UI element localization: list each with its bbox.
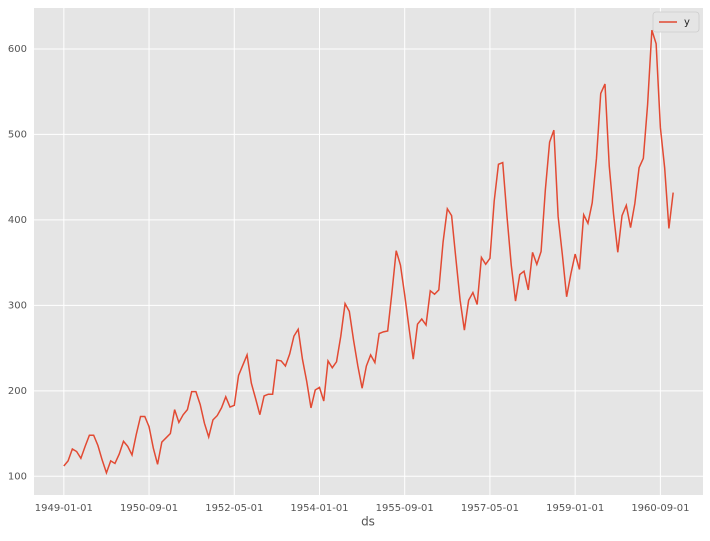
legend-label: y	[684, 17, 690, 28]
x-tick-label: 1959-01-01	[546, 503, 604, 514]
x-tick-label: 1960-09-01	[631, 503, 689, 514]
marks	[63, 29, 674, 476]
y-tick-label: 500	[8, 129, 27, 140]
x-tick-label: 1954-01-01	[290, 503, 348, 514]
grid	[34, 8, 703, 495]
x-tick-label: 1952-05-01	[205, 503, 263, 514]
x-tick-label: 1955-09-01	[376, 503, 434, 514]
y-tick-label: 400	[8, 215, 27, 226]
y-tick-label: 600	[8, 44, 27, 55]
x-tick-label: 1957-05-01	[461, 503, 519, 514]
x-axis-label: ds	[361, 515, 375, 529]
x-tick-label: 1949-01-01	[35, 503, 93, 514]
x-tick-label: 1950-09-01	[120, 503, 178, 514]
plot-area	[34, 8, 703, 495]
line	[63, 29, 674, 476]
y-tick-label: 200	[8, 386, 27, 397]
y-tick-label: 300	[8, 300, 27, 311]
y-tick-label: 100	[8, 471, 27, 482]
